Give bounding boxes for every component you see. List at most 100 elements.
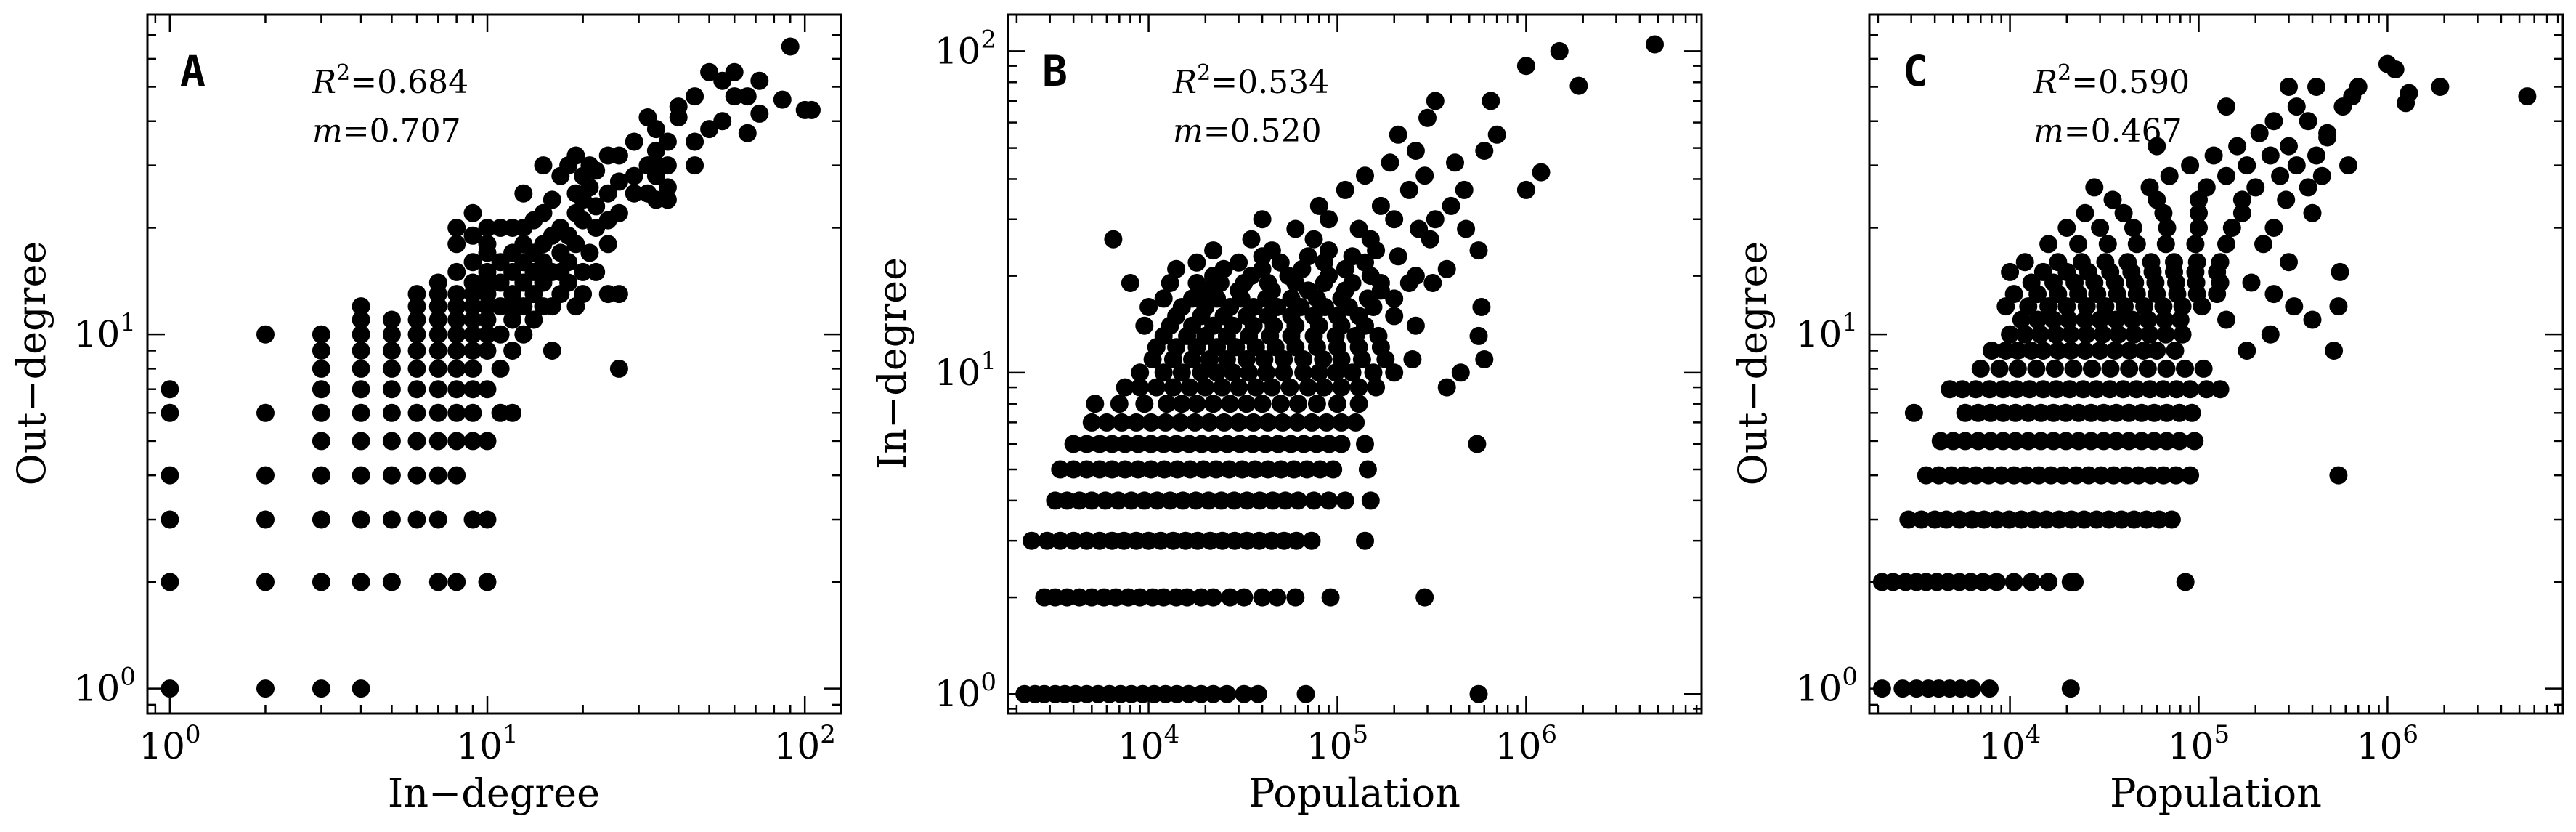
panel-c-point xyxy=(2185,432,2204,451)
panel-a-point xyxy=(598,235,617,254)
panel-b-point xyxy=(1192,435,1211,453)
panel-a-point xyxy=(407,403,426,422)
panel-c-point xyxy=(1981,403,2000,422)
panel-c-point xyxy=(2329,466,2348,485)
panel-a-point xyxy=(686,132,704,151)
panel-a-point xyxy=(803,100,821,119)
panel-b-point xyxy=(1230,378,1248,397)
panel-a-point xyxy=(382,359,401,378)
panel-b-point xyxy=(1147,491,1166,510)
panel-b-point xyxy=(1251,491,1269,510)
panel-b-point xyxy=(1457,219,1476,238)
panel-c-point xyxy=(2120,359,2139,378)
panel-b-point xyxy=(1343,274,1362,292)
panel-c-x-tick-label: 106 xyxy=(2357,720,2418,767)
panel-c-point xyxy=(1980,380,1999,399)
panel-b-point xyxy=(1385,289,1404,308)
panel-b-point xyxy=(1180,378,1199,397)
panel-b-point xyxy=(1135,491,1154,510)
panel-c-ticks xyxy=(1869,13,2563,714)
panel-c-point xyxy=(2171,310,2190,329)
panel-b-point xyxy=(1127,531,1145,550)
panel-c-point xyxy=(2157,359,2176,378)
panel-b-point xyxy=(1051,460,1070,479)
panel-c-point xyxy=(2160,166,2179,185)
panel-c-point xyxy=(2100,380,2119,399)
panel-a-point xyxy=(574,262,593,281)
panel-a-y-tick-label: 100 xyxy=(74,663,136,710)
panel-c-point xyxy=(2150,510,2169,529)
panel-b-point xyxy=(1077,460,1096,479)
panel-c-point xyxy=(1884,573,1902,591)
panel-b-point xyxy=(1116,378,1134,397)
panel-c-point xyxy=(2165,253,2183,272)
panel-b-point xyxy=(1208,363,1227,382)
panel-c-point xyxy=(2280,137,2298,156)
panel-b-point xyxy=(1064,460,1083,479)
panel-a-point xyxy=(463,342,482,360)
panel-a-point xyxy=(713,112,732,131)
panel-c-point xyxy=(2060,310,2079,329)
panel-c: C R2=0.590 m=0.467 104 105 106 100 101 Popu… xyxy=(1730,13,2564,816)
panel-c-point xyxy=(2232,203,2251,222)
panel-b-point xyxy=(1161,274,1179,292)
panel-a-point xyxy=(609,203,628,222)
panel-b-point xyxy=(1232,460,1251,479)
panel-b-point xyxy=(1282,289,1301,308)
panel-b-point xyxy=(1154,588,1173,607)
panel-a-point xyxy=(625,132,643,151)
panel-c-point xyxy=(2123,310,2142,329)
panel-b-point xyxy=(1253,588,1272,607)
panel-b-point xyxy=(1218,435,1237,453)
panel-c-point xyxy=(2031,325,2049,344)
panel-b-point xyxy=(1171,413,1190,432)
panel-a-point xyxy=(463,403,482,422)
panel-b-point xyxy=(1279,267,1298,286)
panel-b-point xyxy=(1188,531,1207,550)
panel-c-point xyxy=(1893,679,1912,698)
panel-c-point xyxy=(1950,510,1969,529)
panel-c-point xyxy=(2166,466,2185,485)
panel-a-point xyxy=(543,190,561,209)
panel-c-point xyxy=(2093,325,2112,344)
panel-a-point xyxy=(725,87,744,106)
panel-a-point xyxy=(587,161,606,180)
panel-a-point xyxy=(352,403,370,422)
panel-c-point xyxy=(2075,510,2094,529)
panel-a-point xyxy=(382,403,401,422)
panel-b-point xyxy=(1139,298,1158,316)
panel-c-point xyxy=(1982,342,2001,360)
panel-b-point xyxy=(1299,378,1317,397)
panel-c-point xyxy=(2137,510,2156,529)
panel-b-point xyxy=(1269,435,1288,453)
panel-b-point xyxy=(1475,350,1494,368)
panel-c-point xyxy=(2285,297,2304,316)
panel-b-point xyxy=(1328,395,1346,413)
panel-c-point xyxy=(2264,219,2283,237)
panel-a-point xyxy=(447,325,466,344)
panel-b-x-tick-label: 105 xyxy=(1307,720,1368,767)
panel-c-letter: C xyxy=(1903,47,1928,96)
panel-c-point xyxy=(2138,359,2157,378)
panel-b-point xyxy=(1156,413,1175,432)
panel-a-point xyxy=(580,243,599,262)
panel-c-point xyxy=(2162,510,2181,529)
panel-a-point xyxy=(580,178,599,197)
panel-a-point xyxy=(447,219,466,237)
panel-a-point xyxy=(428,432,447,451)
panel-c-point xyxy=(2182,403,2201,422)
panel-c-point xyxy=(1987,573,2006,591)
panel-b-point xyxy=(1343,247,1362,266)
panel-a-frame xyxy=(146,13,842,715)
panel-b-point xyxy=(1142,460,1161,479)
panel-b-point xyxy=(1102,435,1121,453)
panel-b-point xyxy=(1131,363,1150,382)
panel-c-point xyxy=(2197,380,2216,399)
panel-a-point xyxy=(669,97,688,116)
panel-c-point xyxy=(1971,359,1990,378)
panel-c-point xyxy=(2217,310,2235,329)
panel-b-point xyxy=(1358,460,1377,479)
panel-b-point xyxy=(1257,363,1276,382)
panel-c-point xyxy=(1975,510,1994,529)
